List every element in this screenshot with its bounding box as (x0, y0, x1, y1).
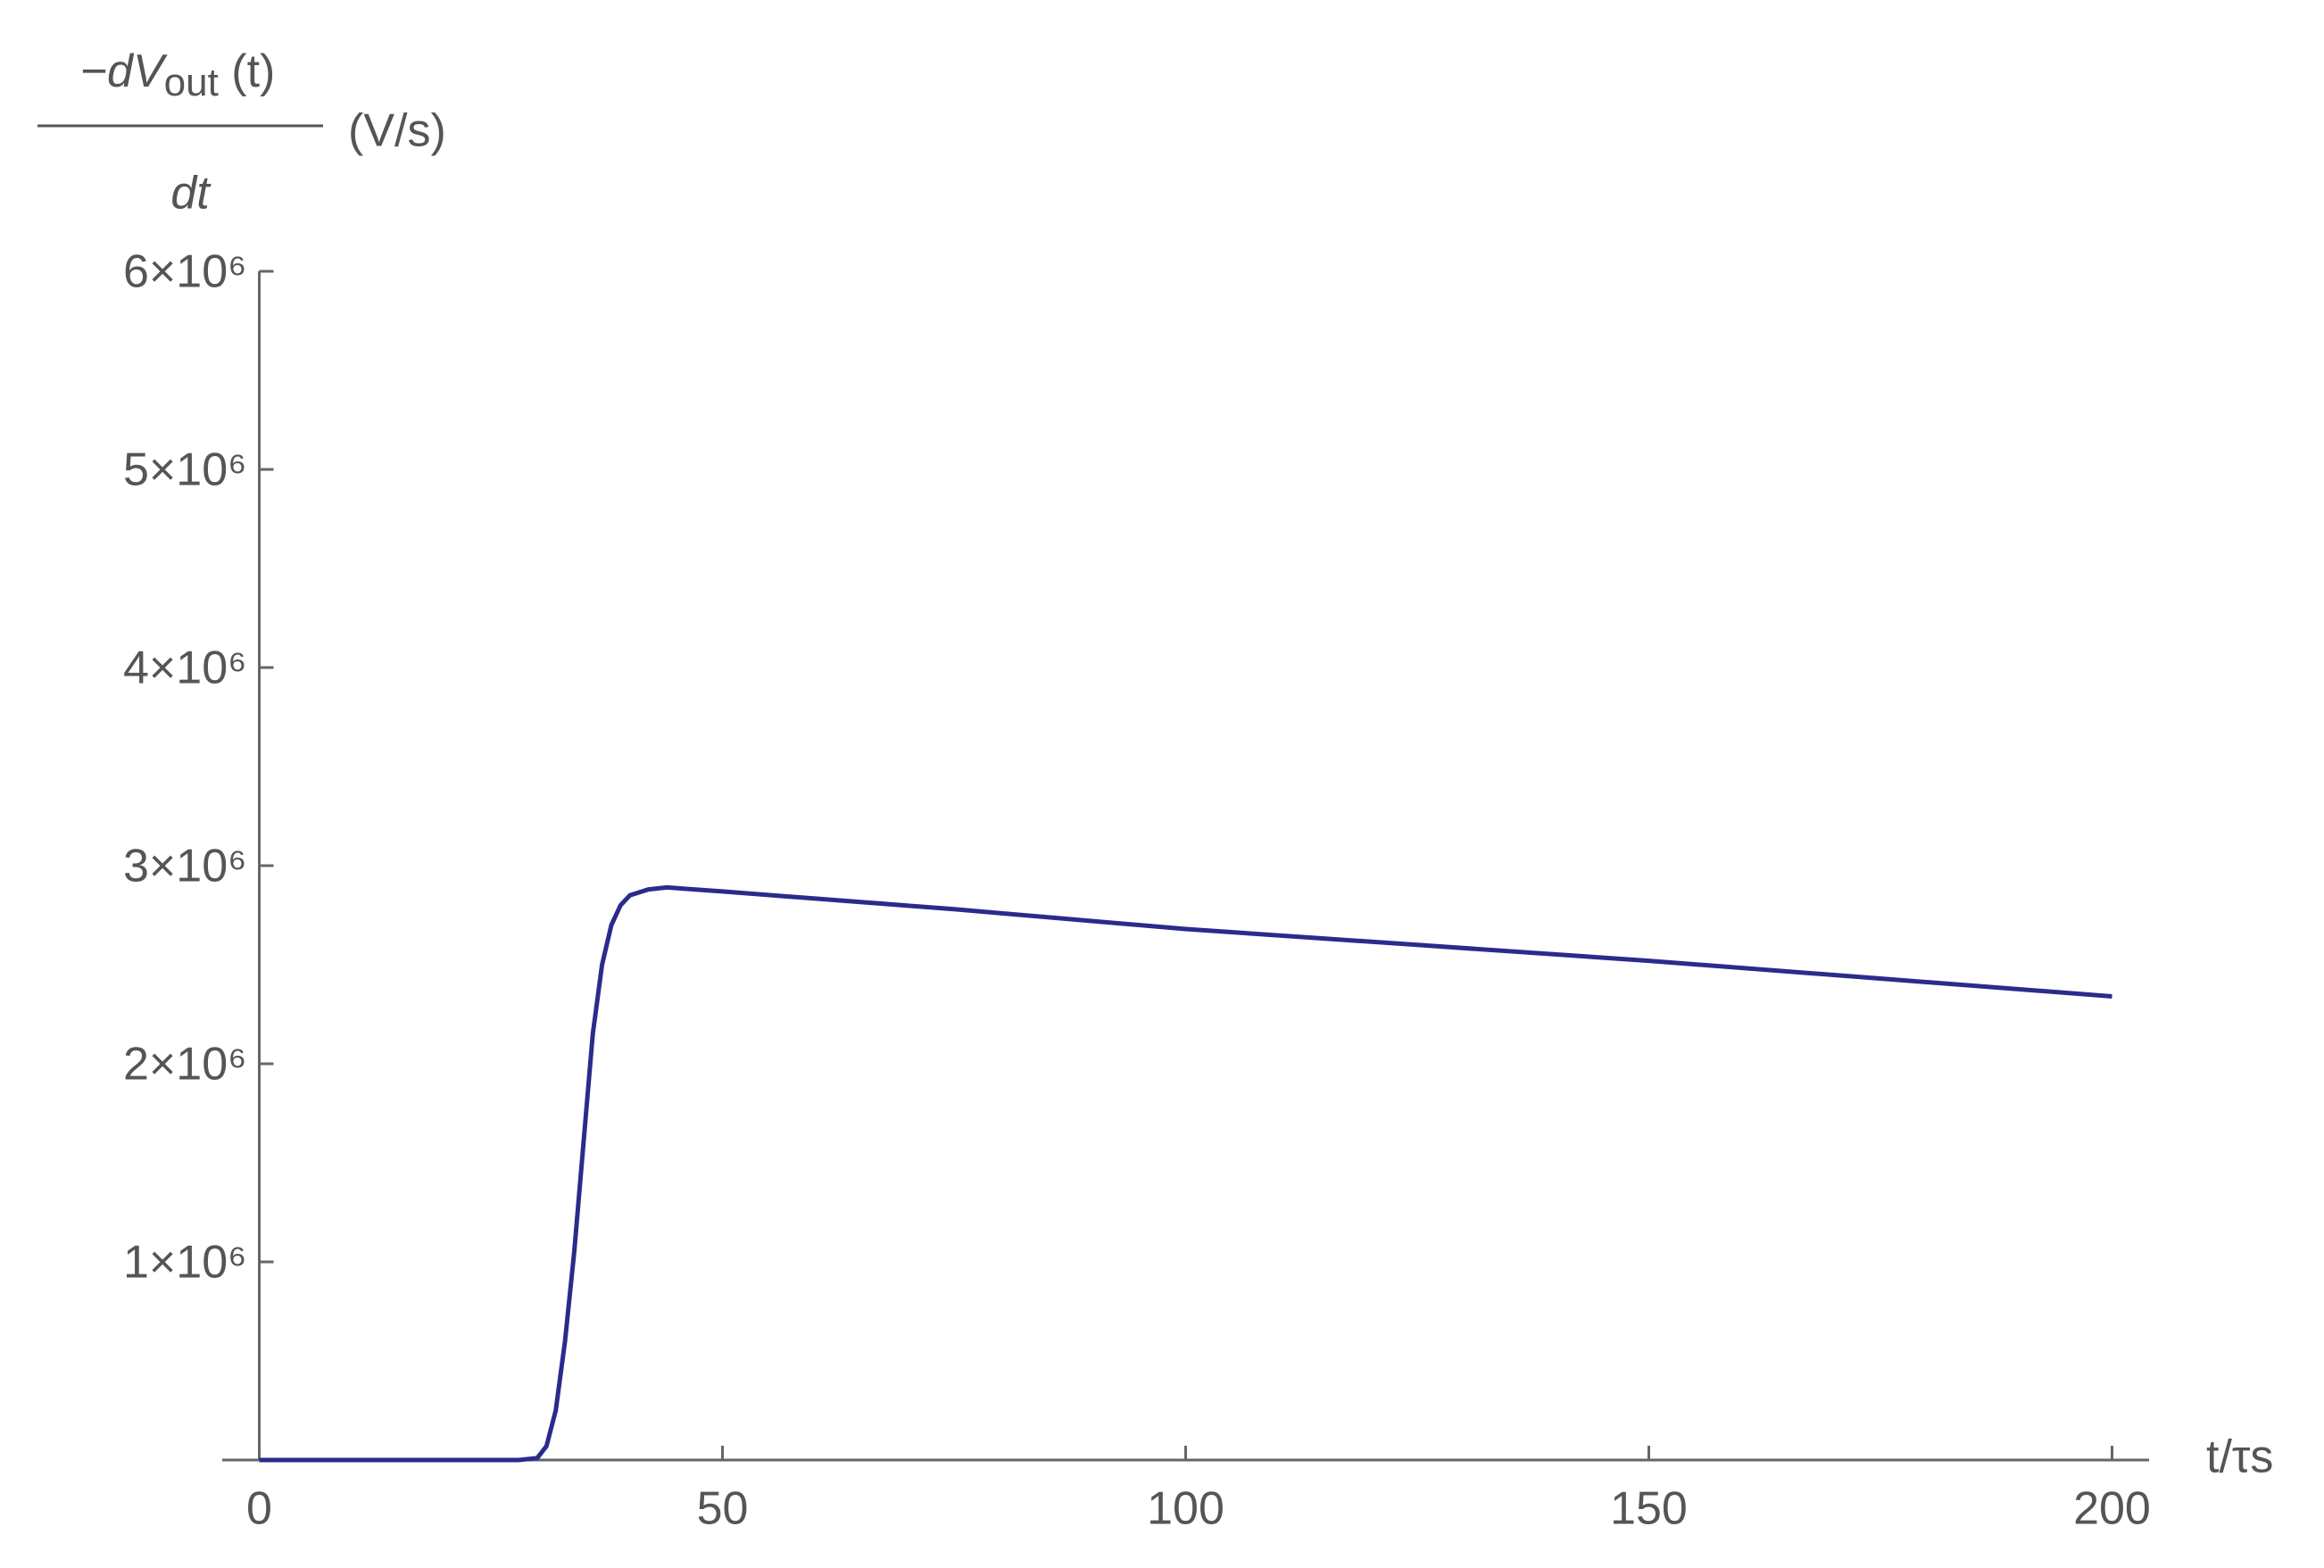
y-tick-label: 4×10⁶ (123, 643, 247, 694)
y-label-denominator: dt (170, 168, 212, 220)
y-label-unit: (V/s) (348, 105, 446, 157)
y-tick-label: 6×10⁶ (123, 246, 247, 298)
x-tick-label: 50 (697, 1483, 749, 1535)
x-tick-label: 200 (2073, 1483, 2151, 1535)
data-line (259, 884, 2112, 1463)
x-label: t/τs (2206, 1431, 2273, 1483)
y-tick-label: 5×10⁶ (123, 444, 247, 496)
y-tick-label: 3×10⁶ (123, 841, 247, 892)
x-tick-label: 100 (1147, 1483, 1224, 1535)
y-tick-label: 1×10⁶ (123, 1237, 247, 1289)
y-label-numerator: −dVout (t) (80, 46, 276, 104)
y-tick-label: 2×10⁶ (123, 1039, 247, 1091)
x-tick-label: 0 (246, 1483, 272, 1535)
x-tick-label: 150 (1610, 1483, 1688, 1535)
